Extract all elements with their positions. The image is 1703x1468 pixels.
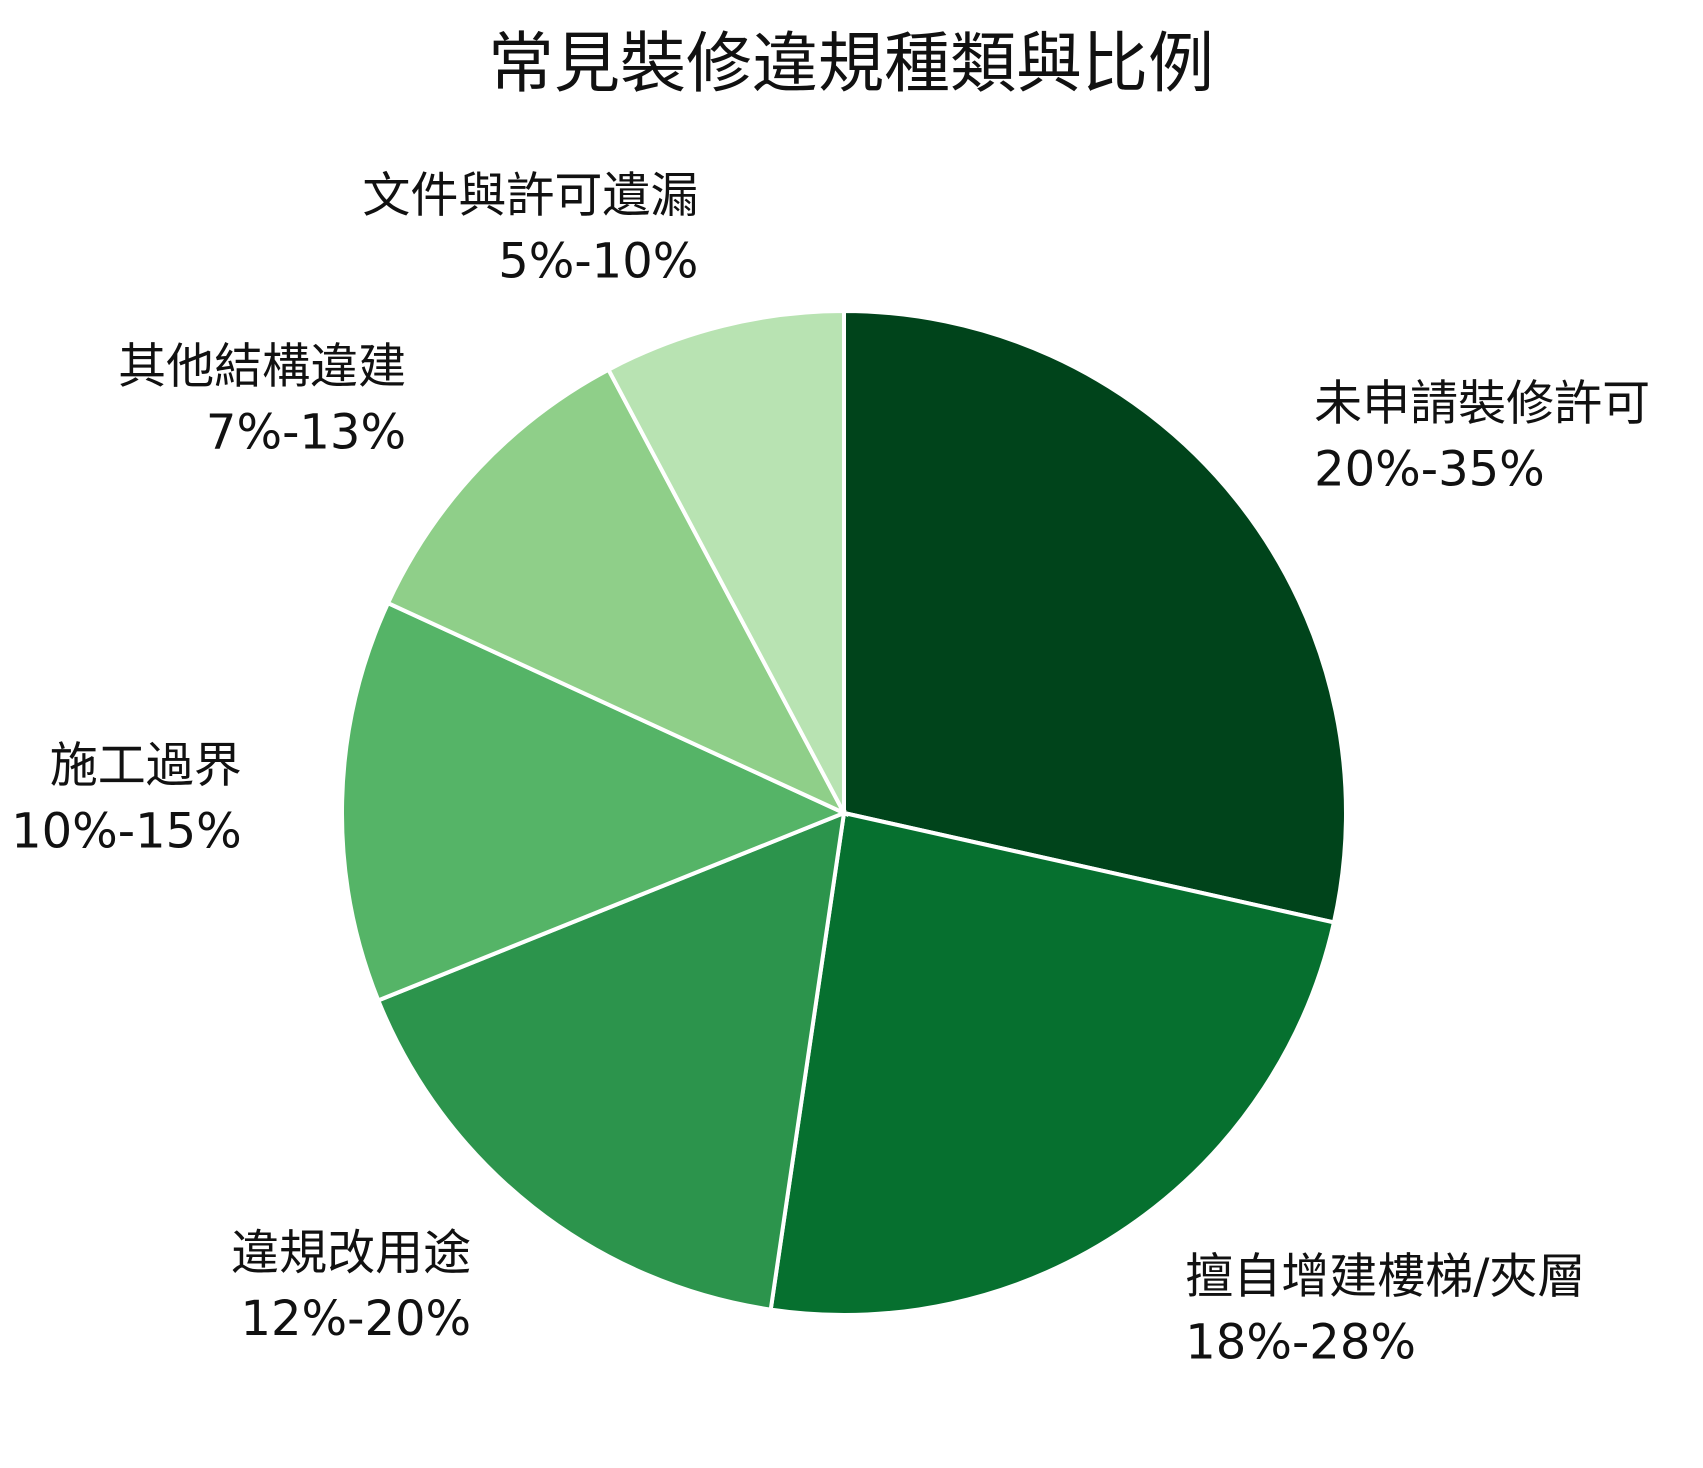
slice-label: 其他結構違建 [118,338,406,394]
slice-value-label: 5%-10% [498,233,698,289]
slice-label: 文件與許可遺漏 [362,167,698,223]
slice-label: 施工過界 [50,737,242,793]
slice-label: 未申請裝修許可 [1314,375,1650,431]
pie-slice [340,600,850,1003]
pie-slice [375,809,847,1312]
pie-slice [385,366,849,818]
slice-value-label: 10%-15% [11,803,242,859]
slice-value-label: 7%-13% [206,404,406,460]
chart-title: 常見裝修違規種類與比例 [488,25,1214,102]
slice-label: 擅自增建樓梯/夾層 [1185,1248,1585,1304]
slice-value-label: 18%-28% [1185,1314,1416,1370]
pie-slice [842,308,1349,925]
pie-slice [605,308,846,814]
slice-value-label: 20%-35% [1314,441,1545,497]
slice-value-label: 12%-20% [240,1291,471,1347]
pie-slice [768,810,1337,1317]
slice-label: 違規改用途 [231,1225,471,1281]
